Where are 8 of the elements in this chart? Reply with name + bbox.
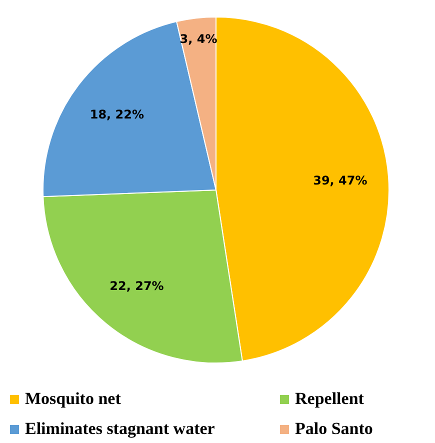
legend-label: Mosquito net <box>25 389 121 409</box>
data-label: 22, 27% <box>110 279 164 294</box>
data-label: 3, 4% <box>180 32 218 46</box>
legend-label: Eliminates stagnant water <box>25 419 215 439</box>
legend-label: Palo Santo <box>295 419 373 439</box>
data-label: 39, 47% <box>313 173 368 188</box>
data-label: 18, 22% <box>90 107 144 122</box>
legend-label: Repellent <box>295 389 364 409</box>
